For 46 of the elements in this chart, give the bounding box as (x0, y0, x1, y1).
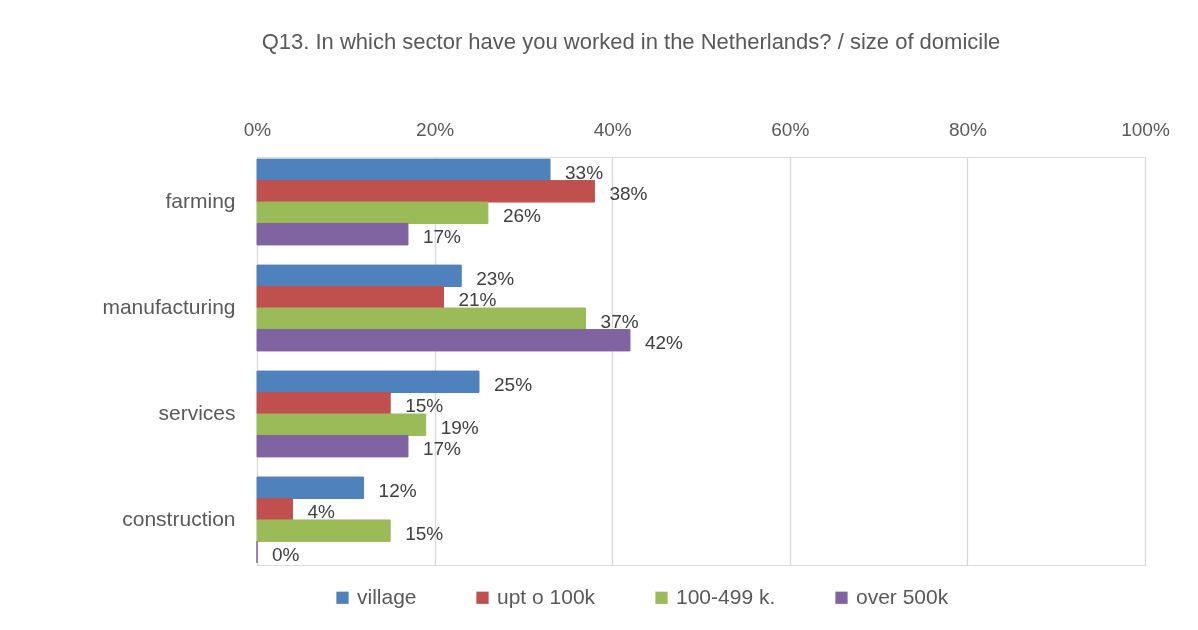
x-tick-label: 80% (948, 118, 988, 140)
data-label: 19% (440, 416, 479, 438)
bar (256, 476, 365, 499)
bar (256, 286, 444, 309)
bar (256, 180, 595, 203)
bar (256, 223, 409, 246)
y-tick-label: manufacturing (102, 295, 236, 319)
data-label: 38% (609, 183, 648, 205)
bar (256, 264, 462, 288)
legend-label: 100-499 k. (676, 584, 776, 608)
bar (256, 370, 480, 394)
data-label: 12% (378, 479, 417, 501)
y-tick-label: farming (165, 189, 236, 213)
data-label: 17% (422, 438, 462, 460)
legend-label: upt o 100k (497, 584, 596, 608)
x-tick-label: 0% (243, 118, 272, 140)
bar (256, 392, 391, 415)
data-label: 33% (565, 161, 604, 183)
data-label: 0% (272, 544, 300, 566)
bar (256, 158, 551, 182)
bar (256, 307, 587, 330)
legend-label: village (357, 584, 417, 608)
bar (256, 498, 294, 521)
y-tick-label: services (158, 400, 236, 424)
x-tick-label: 20% (416, 118, 455, 140)
data-label: 37% (600, 310, 639, 332)
bar (256, 328, 631, 352)
data-label: 15% (405, 395, 444, 417)
x-tick-label: 60% (771, 118, 810, 140)
data-label: 17% (422, 226, 462, 248)
data-label: 23% (476, 267, 515, 289)
bar (256, 201, 489, 224)
data-label: 21% (458, 289, 497, 311)
data-label: 25% (494, 373, 533, 395)
data-label: 42% (644, 332, 684, 354)
x-tick-label: 100% (1121, 118, 1170, 140)
y-tick-label: construction (122, 506, 236, 530)
bar (256, 434, 409, 458)
data-label: 4% (307, 501, 336, 523)
data-label: 26% (502, 204, 542, 226)
chart-title: Q13. In which sector have you worked in the Netherlands? / size of domicile (261, 29, 1001, 54)
legend-label: over 500k (856, 584, 949, 608)
x-tick-label: 40% (593, 118, 632, 140)
bar (256, 413, 427, 436)
data-label: 15% (405, 522, 444, 544)
bar (256, 519, 391, 542)
